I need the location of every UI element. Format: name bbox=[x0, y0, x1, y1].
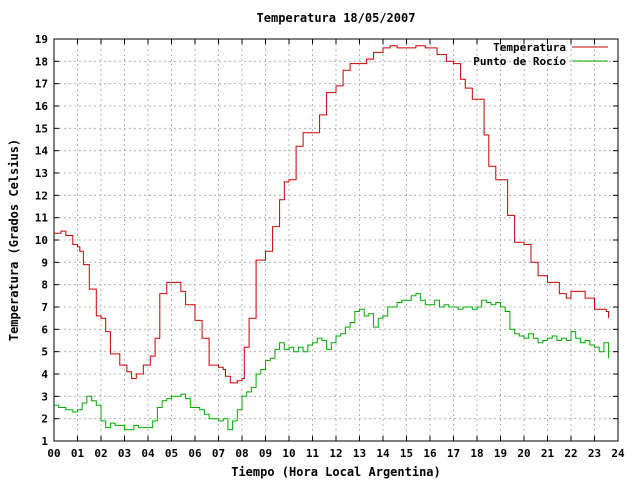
chart-title: Temperatura 18/05/2007 bbox=[257, 11, 416, 25]
x-tick-label: 06 bbox=[188, 447, 202, 460]
x-tick-label: 09 bbox=[259, 447, 272, 460]
y-tick-label: 3 bbox=[41, 390, 48, 403]
y-tick-label: 8 bbox=[41, 279, 48, 292]
x-axis-label: Tiempo (Hora Local Argentina) bbox=[231, 465, 441, 479]
x-tick-label: 11 bbox=[306, 447, 320, 460]
x-axis: 00 01 02 03 04 05 06 07 08 09 10 11 12 13 14 15 16 17 18 19… bbox=[47, 39, 625, 460]
legend-label-0: Temperatura bbox=[493, 41, 566, 54]
x-tick-label: 04 bbox=[141, 447, 155, 460]
y-axis-label: Temperatura (Grados Celsius) bbox=[7, 139, 21, 341]
y-tick-label: 4 bbox=[41, 368, 48, 381]
y-tick-label: 14 bbox=[35, 145, 49, 158]
y-tick-label: 17 bbox=[35, 78, 48, 91]
x-tick-label: 02 bbox=[94, 447, 107, 460]
y-tick-label: 5 bbox=[41, 346, 48, 359]
y-tick-label: 18 bbox=[35, 55, 48, 68]
x-tick-label: 05 bbox=[165, 447, 178, 460]
gridlines bbox=[54, 39, 618, 441]
x-tick-label: 23 bbox=[588, 447, 601, 460]
x-tick-label: 24 bbox=[611, 447, 625, 460]
x-tick-label: 12 bbox=[329, 447, 342, 460]
x-tick-label: 19 bbox=[494, 447, 507, 460]
x-tick-label: 10 bbox=[282, 447, 295, 460]
x-tick-label: 22 bbox=[564, 447, 577, 460]
x-tick-label: 17 bbox=[447, 447, 460, 460]
x-tick-label: 15 bbox=[400, 447, 413, 460]
x-tick-label: 14 bbox=[376, 447, 390, 460]
y-tick-label: 12 bbox=[35, 189, 48, 202]
x-tick-label: 08 bbox=[235, 447, 248, 460]
y-tick-label: 7 bbox=[41, 301, 48, 314]
x-tick-label: 07 bbox=[212, 447, 225, 460]
x-tick-label: 13 bbox=[353, 447, 366, 460]
series-lines bbox=[54, 45, 610, 431]
series-line-1 bbox=[54, 293, 610, 431]
x-tick-label: 20 bbox=[517, 447, 530, 460]
y-tick-label: 11 bbox=[35, 212, 49, 225]
y-tick-label: 13 bbox=[35, 167, 48, 180]
x-tick-label: 00 bbox=[47, 447, 60, 460]
x-tick-label: 18 bbox=[470, 447, 483, 460]
y-tick-label: 15 bbox=[35, 122, 48, 135]
y-tick-label: 19 bbox=[35, 33, 48, 46]
y-tick-label: 10 bbox=[35, 234, 48, 247]
x-tick-label: 03 bbox=[118, 447, 131, 460]
y-tick-label: 16 bbox=[35, 100, 49, 113]
series-line-0 bbox=[54, 45, 610, 384]
legend-label-1: Punto de Rocío bbox=[473, 55, 566, 68]
y-tick-label: 9 bbox=[41, 256, 48, 269]
x-tick-label: 16 bbox=[423, 447, 437, 460]
x-tick-label: 01 bbox=[71, 447, 85, 460]
x-tick-label: 21 bbox=[541, 447, 555, 460]
y-tick-label: 6 bbox=[41, 323, 48, 336]
y-tick-label: 2 bbox=[41, 413, 48, 426]
y-tick-label: 1 bbox=[41, 435, 48, 448]
